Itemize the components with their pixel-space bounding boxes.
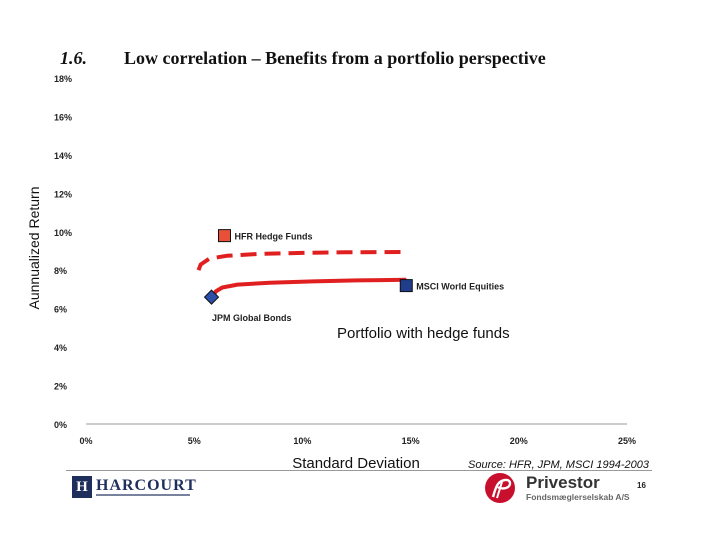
- footer-divider: [66, 470, 652, 471]
- hfr-hedge-funds-label: HFR Hedge Funds: [234, 232, 312, 242]
- source-note: Source: HFR, JPM, MSCI 1994-2003: [468, 459, 649, 471]
- hfr-hedge-funds-marker: [217, 229, 231, 243]
- y-tick-label: 6%: [54, 305, 67, 315]
- hedge-fund-portfolio-frontier: [196, 250, 407, 271]
- harcourt-logo-mark: H: [72, 476, 92, 498]
- y-tick-label: 0%: [54, 420, 67, 430]
- x-tick-label: 5%: [188, 436, 201, 446]
- x-tick-label: 25%: [618, 436, 636, 446]
- slide-title: Low correlation – Benefits from a portfo…: [124, 48, 546, 68]
- portfolio-frontier: [211, 277, 407, 297]
- privestor-logo: Privestor Fondsmæglerselskab A/S: [484, 470, 654, 506]
- x-axis-label: Standard Deviation: [292, 455, 420, 472]
- y-tick-label: 2%: [54, 382, 67, 392]
- y-tick-label: 14%: [54, 151, 72, 161]
- data-points: HFR Hedge Funds MSCI World Equities JPM Gl…: [203, 229, 504, 323]
- y-axis-label: Aunnualized Return: [26, 187, 42, 310]
- harcourt-logo-underline: [96, 494, 190, 496]
- x-tick-label: 20%: [510, 436, 528, 446]
- privestor-logo-mark: [485, 473, 515, 503]
- harcourt-logo-text: HARCOURT: [96, 477, 197, 494]
- msci-world-equities-label: MSCI World Equities: [416, 282, 504, 292]
- section-number: 1.6.: [60, 48, 87, 68]
- x-tick-label: 15%: [402, 436, 420, 446]
- jpm-global-bonds-label: JPM Global Bonds: [212, 313, 292, 323]
- harcourt-logo: H HARCOURT: [72, 476, 196, 498]
- y-tick-label: 12%: [54, 189, 72, 199]
- privestor-logo-subtitle: Fondsmæglerselskab A/S: [526, 492, 630, 502]
- frontier-curves: [196, 250, 407, 297]
- y-tick-label: 10%: [54, 228, 72, 238]
- x-tick-label: 0%: [79, 436, 92, 446]
- x-tick-label: 10%: [293, 436, 311, 446]
- jpm-global-bonds-marker: [203, 289, 220, 305]
- y-tick-label: 4%: [54, 343, 67, 353]
- privestor-logo-name: Privestor: [526, 473, 600, 492]
- axes: 0% 2% 4% 6% 8% 10% 12% 14% 16% 18% 0% 5% 10% 15% 20% 25…: [54, 74, 636, 446]
- msci-world-equities-marker: [399, 279, 413, 293]
- y-tick-label: 16%: [54, 112, 72, 122]
- page-number: 16: [637, 481, 646, 490]
- y-tick-label: 18%: [54, 74, 72, 84]
- portfolio-annotation: Portfolio with hedge funds: [337, 325, 510, 342]
- y-tick-label: 8%: [54, 266, 67, 276]
